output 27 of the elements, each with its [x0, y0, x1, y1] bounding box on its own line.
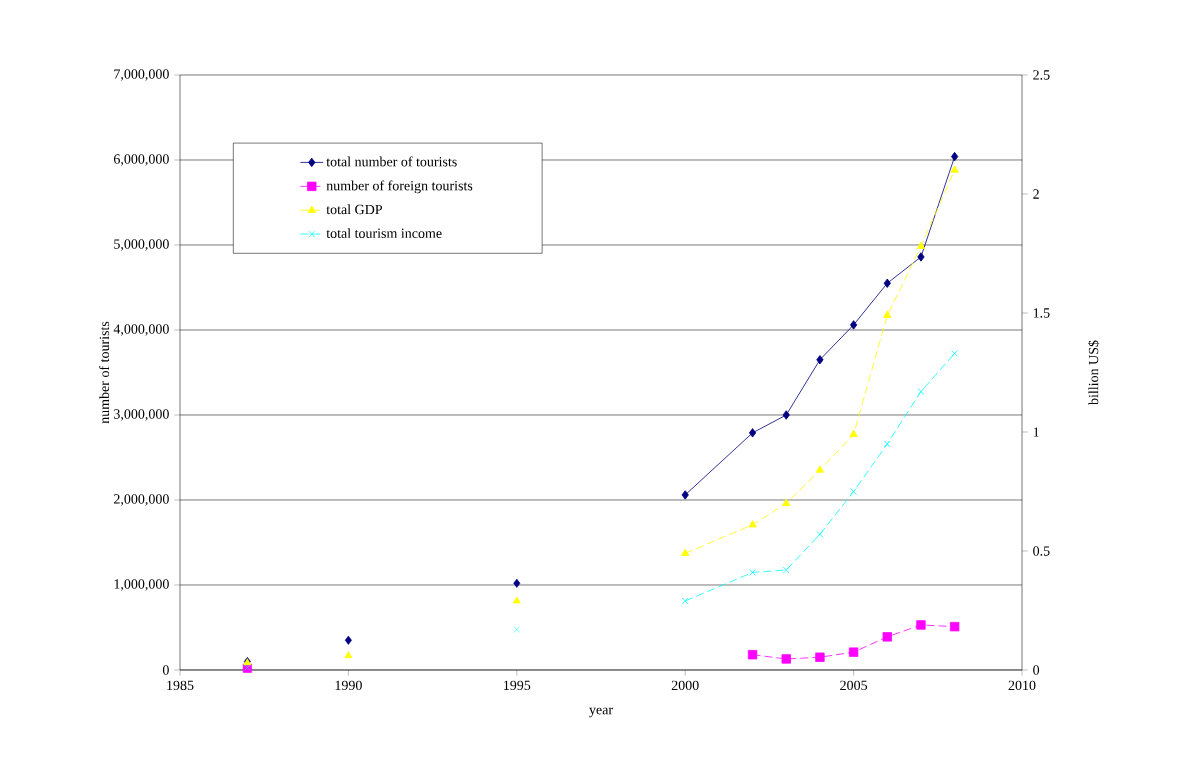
y2-tick-label: 1.5	[1033, 308, 1050, 318]
legend-label: number of foreign tourists	[326, 180, 473, 194]
x-axis-title: year	[589, 707, 613, 718]
x-tick-label: 1985	[167, 680, 194, 691]
y-tick-label: 5,000,000	[114, 239, 169, 251]
x-tick-label: 2010	[1008, 680, 1036, 691]
x-tick-label: 1995	[504, 680, 531, 691]
y2-tick-label: 0.5	[1033, 546, 1050, 556]
legend-label: total tourism income	[326, 228, 442, 239]
y2-axis-title: billion US$	[1088, 340, 1100, 405]
y-tick-label: 3,000,000	[114, 409, 169, 421]
x-tick-label: 2000	[671, 680, 699, 691]
legend-label: total GDP	[326, 204, 383, 215]
x-tick-label: 2005	[840, 680, 868, 691]
y2-tick-label: 1	[1033, 427, 1039, 437]
y-tick-label: 4,000,000	[113, 324, 169, 336]
y2-tick-label: 0	[1033, 665, 1040, 675]
y-axis-title: number of tourists	[99, 321, 110, 424]
y-tick-label: 7,000,000	[114, 69, 169, 81]
x-tick-label: 1990	[335, 680, 362, 691]
y-tick-label: 0	[162, 665, 169, 675]
y-tick-label: 2,000,000	[114, 494, 169, 506]
y-tick-label: 1,000,000	[114, 579, 169, 591]
y2-tick-label: 2	[1033, 189, 1039, 199]
y2-tick-label: 2.5	[1033, 70, 1050, 80]
legend-label: total number of tourists	[326, 156, 457, 167]
y-tick-label: 6,000,000	[114, 154, 169, 166]
